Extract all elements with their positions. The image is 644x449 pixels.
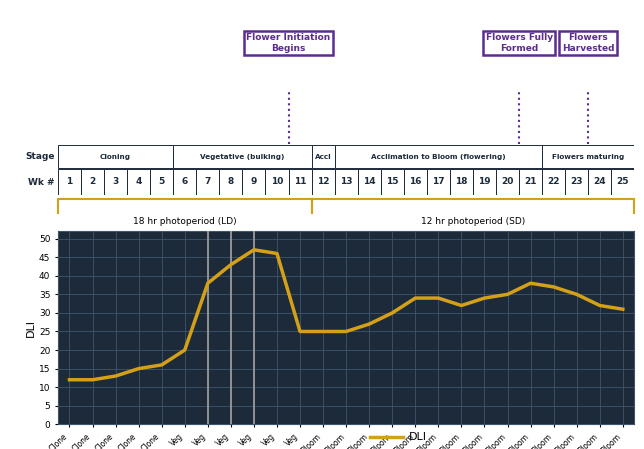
Text: 25: 25	[616, 177, 629, 186]
Text: 5: 5	[158, 177, 165, 186]
Text: Cloning: Cloning	[100, 154, 131, 159]
Text: Accl: Accl	[315, 154, 332, 159]
Text: 9: 9	[251, 177, 257, 186]
Text: Wk #: Wk #	[28, 178, 55, 187]
Text: 15: 15	[386, 177, 399, 186]
Bar	[496, 170, 519, 195]
Bar	[335, 145, 542, 168]
Text: Flowers Fully
Formed: Flowers Fully Formed	[486, 33, 553, 53]
Bar	[58, 145, 173, 168]
Text: 8: 8	[228, 177, 234, 186]
Bar	[519, 170, 542, 195]
Text: 12 hr photoperiod (SD): 12 hr photoperiod (SD)	[421, 217, 525, 226]
Bar	[542, 145, 634, 168]
Text: 16: 16	[409, 177, 422, 186]
Text: 18 hr photoperiod (LD): 18 hr photoperiod (LD)	[133, 217, 236, 226]
Text: 1: 1	[66, 177, 73, 186]
Bar	[173, 145, 312, 168]
Text: 6: 6	[182, 177, 188, 186]
Bar	[289, 170, 312, 195]
Text: 23: 23	[571, 177, 583, 186]
Bar	[335, 170, 357, 195]
Text: 22: 22	[547, 177, 560, 186]
Text: 10: 10	[270, 177, 283, 186]
Text: Vegetative (bulking): Vegetative (bulking)	[200, 154, 285, 159]
Bar	[81, 170, 104, 195]
Bar	[265, 170, 289, 195]
Text: 3: 3	[113, 177, 118, 186]
Bar	[611, 170, 634, 195]
Y-axis label: DLI: DLI	[26, 319, 36, 337]
Text: Stage: Stage	[25, 152, 55, 161]
Text: 2: 2	[90, 177, 96, 186]
Text: 19: 19	[478, 177, 491, 186]
Text: 21: 21	[524, 177, 537, 186]
Text: 14: 14	[363, 177, 375, 186]
Bar	[588, 170, 611, 195]
Bar	[173, 170, 196, 195]
Bar	[196, 170, 220, 195]
Text: Flowers maturing: Flowers maturing	[552, 154, 624, 159]
Bar	[312, 170, 335, 195]
Text: 11: 11	[294, 177, 307, 186]
Text: 7: 7	[205, 177, 211, 186]
Text: DLI: DLI	[409, 431, 427, 442]
Text: 17: 17	[432, 177, 445, 186]
Bar	[127, 170, 150, 195]
Bar	[220, 170, 242, 195]
Bar	[242, 170, 265, 195]
Bar	[542, 170, 565, 195]
Text: Acclimation to Bloom (flowering): Acclimation to Bloom (flowering)	[371, 154, 506, 159]
Bar	[312, 145, 335, 168]
Bar	[357, 170, 381, 195]
Bar	[565, 170, 588, 195]
Bar	[473, 170, 496, 195]
Bar	[381, 170, 404, 195]
Text: 24: 24	[593, 177, 606, 186]
Text: Flowers
Harvested: Flowers Harvested	[562, 33, 614, 53]
Bar	[427, 170, 450, 195]
Text: 4: 4	[135, 177, 142, 186]
Text: 12: 12	[317, 177, 329, 186]
Bar	[104, 170, 127, 195]
Text: Flower Initiation
Begins: Flower Initiation Begins	[247, 33, 330, 53]
Text: 20: 20	[501, 177, 514, 186]
Bar	[450, 170, 473, 195]
Text: 18: 18	[455, 177, 468, 186]
Bar	[404, 170, 427, 195]
Bar	[58, 170, 81, 195]
Text: 13: 13	[340, 177, 352, 186]
Bar	[150, 170, 173, 195]
